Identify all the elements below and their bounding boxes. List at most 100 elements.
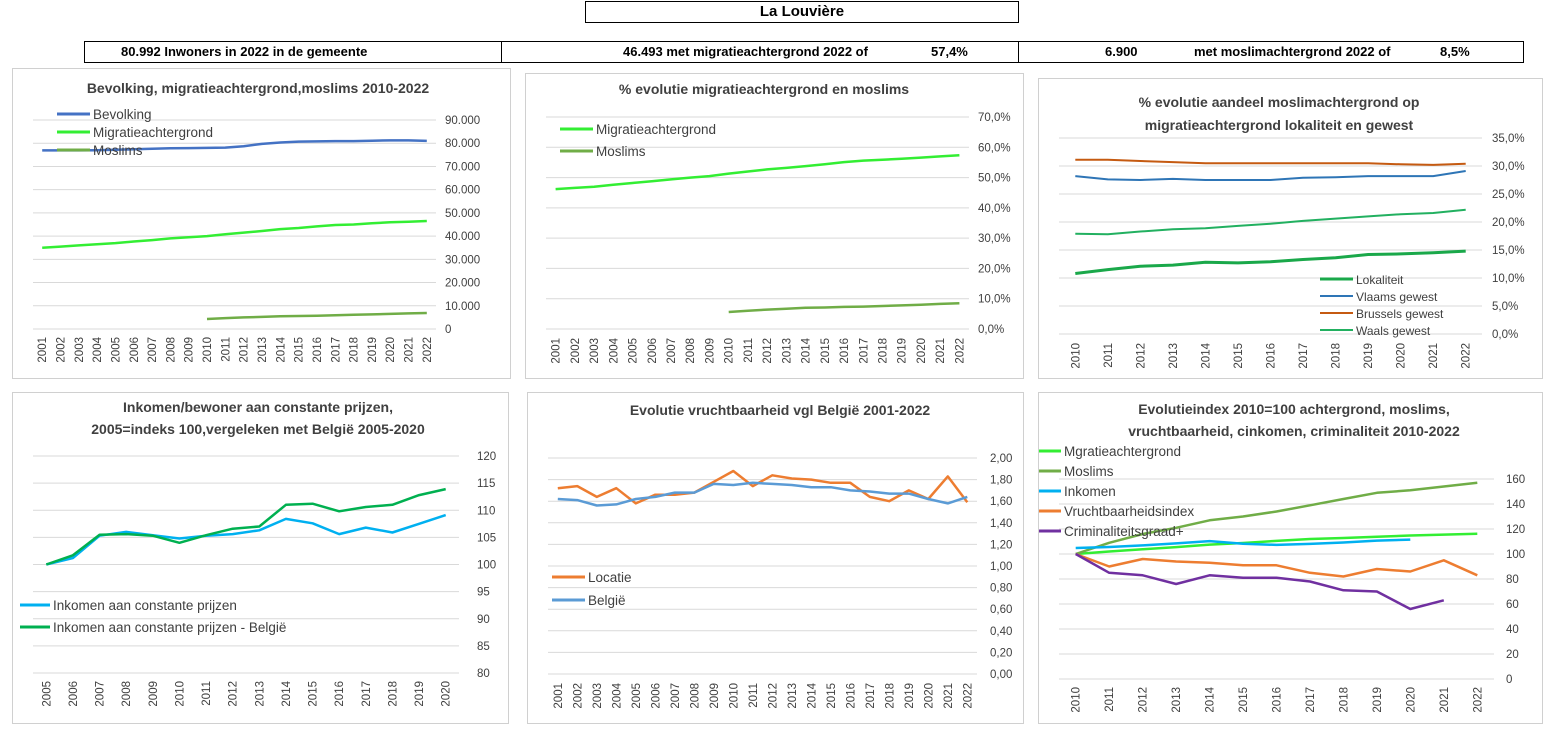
- chart-title-line: % evolutie aandeel moslimachtergrond op: [1139, 94, 1420, 110]
- x-tick-label: 2016: [839, 338, 851, 364]
- x-tick-label: 2001: [37, 337, 49, 363]
- stat-muslim-number: 6.900: [1105, 44, 1138, 59]
- x-tick-label: 2002: [55, 337, 67, 363]
- series-line-vruchtbaarheidsindex: [1075, 552, 1478, 578]
- legend-label: Waals gewest: [1356, 324, 1431, 338]
- x-tick-label: 2013: [1168, 343, 1180, 369]
- x-tick-label: 2011: [743, 338, 755, 363]
- chart-title-line: 2005=indeks 100,vergeleken met België 20…: [91, 421, 425, 437]
- legend-label: Mgratieachtergrond: [1064, 444, 1181, 459]
- x-tick-label: 2022: [422, 337, 434, 363]
- y-tick-label: 20,0%: [1492, 217, 1525, 229]
- y-tick-label: 120: [1506, 524, 1525, 536]
- chart-muslim-share-svg: % evolutie aandeel moslimachtergrond op m…: [1059, 94, 1525, 369]
- x-tick-label: 2018: [1331, 343, 1343, 369]
- y-tick-label: 70,0%: [978, 112, 1011, 124]
- x-tick-label: 2014: [1200, 342, 1212, 368]
- page-title: La Louvière: [585, 1, 1019, 23]
- legend-label: Moslims: [1064, 464, 1114, 479]
- series-line-belgi-: [557, 481, 968, 507]
- x-tick-label: 2020: [1396, 343, 1408, 369]
- x-tick-label: 2013: [787, 683, 799, 709]
- y-tick-label: 120: [477, 451, 496, 463]
- x-tick-label: 2003: [74, 337, 86, 363]
- series-line-locatie: [557, 469, 969, 505]
- x-tick-label: 2015: [826, 683, 838, 709]
- x-tick-label: 2015: [308, 681, 320, 707]
- stat-migration-pct: 57,4%: [931, 44, 968, 59]
- x-tick-label: 2015: [820, 338, 832, 364]
- x-tick-label: 2017: [1298, 343, 1310, 369]
- x-tick-label: 2011: [220, 337, 232, 362]
- x-tick-label: 2009: [704, 338, 716, 364]
- x-tick-label: 2015: [1233, 343, 1245, 369]
- y-tick-label: 40.000: [445, 231, 480, 243]
- x-tick-label: 2008: [685, 338, 697, 364]
- series-line-waals-gewest: [1075, 208, 1466, 236]
- x-tick-label: 2002: [570, 338, 582, 364]
- y-tick-label: 2,00: [990, 453, 1012, 465]
- x-tick-label: 2010: [174, 681, 186, 707]
- y-tick-label: 0,0%: [1492, 329, 1518, 341]
- x-tick-label: 2004: [611, 682, 623, 708]
- y-tick-label: 95: [477, 587, 490, 599]
- x-tick-label: 2013: [1171, 687, 1183, 713]
- chart-muslim-share: % evolutie aandeel moslimachtergrond op m…: [1038, 78, 1543, 379]
- x-tick-label: 2018: [877, 338, 889, 364]
- x-tick-label: 2012: [239, 337, 251, 363]
- y-tick-label: 40,0%: [978, 203, 1011, 215]
- x-tick-label: 2015: [1238, 687, 1250, 713]
- stat-muslim-pct: 8,5%: [1440, 44, 1470, 59]
- series-line-inkomen-aan-constante-prijzen: [46, 513, 447, 566]
- y-tick-label: 15,0%: [1492, 245, 1525, 257]
- legend-label: Inkomen: [1064, 484, 1116, 499]
- chart-income-svg: Inkomen/bewoner aan constante prijzen, 20…: [20, 399, 496, 707]
- y-tick-label: 35,0%: [1492, 133, 1525, 145]
- x-tick-label: 2019: [904, 683, 916, 709]
- x-tick-label: 2010: [202, 337, 214, 363]
- legend-label: België: [588, 593, 626, 608]
- x-tick-label: 2009: [184, 337, 196, 363]
- y-tick-label: 80.000: [445, 138, 480, 150]
- x-tick-label: 2004: [608, 337, 620, 363]
- x-tick-label: 2008: [121, 681, 133, 707]
- x-tick-label: 2019: [367, 337, 379, 363]
- x-tick-label: 2016: [312, 337, 324, 363]
- x-tick-label: 2018: [349, 337, 361, 363]
- y-tick-label: 60,0%: [978, 142, 1011, 154]
- legend-label: Criminaliteitsgraad+: [1064, 524, 1184, 539]
- chart-evolution-index-svg: Evolutieindex 2010=100 achtergrond, mosl…: [1039, 401, 1525, 713]
- x-tick-label: 2020: [916, 338, 928, 364]
- x-tick-label: 2011: [748, 683, 760, 708]
- x-tick-label: 2019: [897, 338, 909, 364]
- x-tick-label: 2014: [281, 680, 293, 706]
- x-tick-label: 2001: [551, 338, 563, 364]
- x-tick-label: 2017: [330, 337, 342, 363]
- x-tick-label: 2017: [865, 683, 877, 709]
- x-tick-label: 2006: [129, 337, 141, 363]
- series-line-mgratieachtergrond: [1075, 532, 1478, 556]
- y-tick-label: 1,00: [990, 561, 1012, 573]
- series-line-migratieachtergrond: [42, 219, 427, 249]
- x-tick-label: 2018: [387, 681, 399, 707]
- y-tick-label: 70.000: [445, 161, 480, 173]
- y-tick-label: 1,40: [990, 518, 1012, 530]
- chart-title-line: vruchtbaarheid, cinkomen, criminaliteit …: [1128, 423, 1460, 439]
- stat-muslim-text: met moslimachtergrond 2022 of: [1194, 44, 1391, 59]
- x-tick-label: 2005: [628, 338, 640, 364]
- stat-migration-text: 46.493 met migratieachtergrond 2022 of: [623, 44, 868, 59]
- y-tick-label: 80: [1506, 574, 1519, 586]
- y-tick-label: 20.000: [445, 278, 480, 290]
- chart-income: Inkomen/bewoner aan constante prijzen, 20…: [12, 392, 509, 724]
- stat-migration-cell: 46.493 met migratieachtergrond 2022 of 5…: [502, 42, 1019, 62]
- chart-evolution-index: Evolutieindex 2010=100 achtergrond, mosl…: [1038, 392, 1543, 724]
- x-tick-label: 2018: [884, 683, 896, 709]
- x-tick-label: 2013: [254, 681, 266, 707]
- x-tick-label: 2002: [572, 683, 584, 709]
- series-line-migratieachtergrond: [555, 153, 960, 191]
- x-tick-label: 2012: [767, 683, 779, 709]
- x-tick-label: 2006: [647, 338, 659, 364]
- x-tick-label: 2019: [414, 681, 426, 707]
- x-tick-label: 2019: [1363, 343, 1375, 369]
- legend-label: Migratieachtergrond: [93, 125, 213, 140]
